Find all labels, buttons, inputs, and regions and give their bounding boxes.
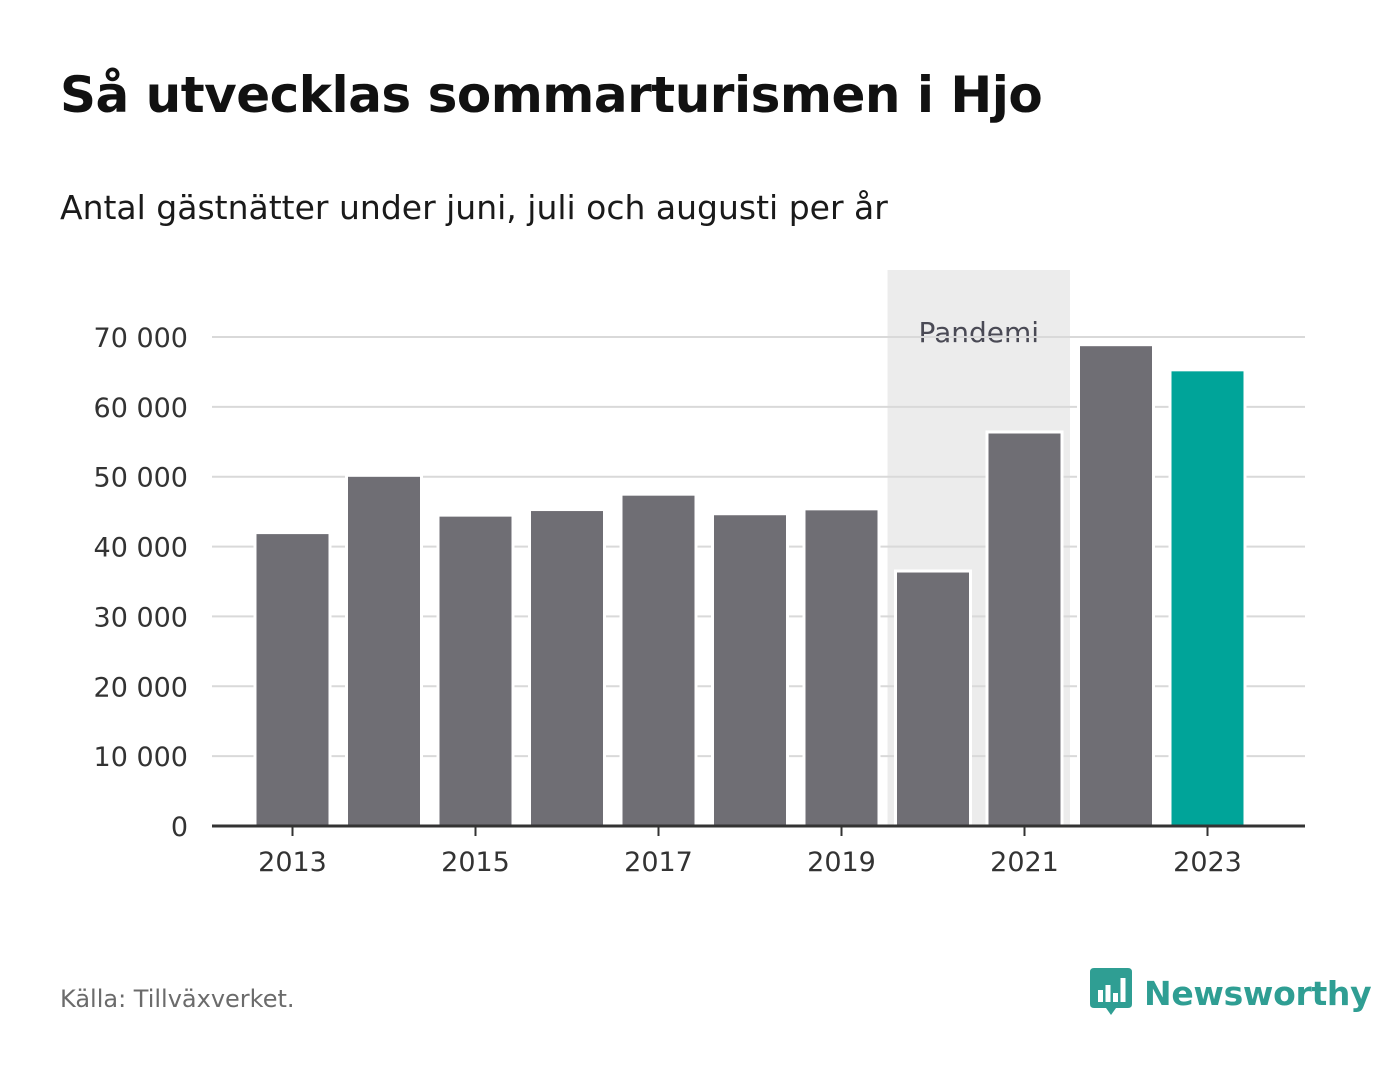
bar-2020 [894, 569, 972, 828]
y-tick-label: 60 000 [94, 393, 188, 424]
logo-text: Newsworthy [1144, 973, 1372, 1013]
bar-2016 [528, 508, 606, 828]
y-tick-label: 30 000 [94, 602, 188, 633]
bar-2022 [1077, 343, 1155, 828]
x-tick-label: 2019 [807, 847, 876, 878]
y-tick-label: 0 [171, 812, 188, 843]
x-tick-label: 2013 [258, 847, 327, 878]
bar-2018 [711, 512, 789, 828]
source-note: Källa: Tillväxverket. [60, 985, 295, 1013]
bar-2019 [802, 507, 881, 828]
x-tick-label: 2017 [624, 847, 693, 878]
bar-2013 [253, 531, 332, 828]
bar-2014 [345, 473, 423, 828]
annotation-label: Pandemi [918, 316, 1039, 349]
chart-subtitle: Antal gästnätter under juni, juli och au… [60, 188, 888, 227]
y-tick-label: 10 000 [94, 742, 188, 773]
bar-2015 [436, 513, 515, 828]
y-tick-label: 40 000 [94, 533, 188, 564]
bar-2017 [619, 492, 698, 828]
bar-chart-bubble-icon [1090, 968, 1132, 1015]
bar-2023 [1168, 368, 1247, 828]
chart-title: Så utvecklas sommarturismen i Hjo [60, 66, 1043, 124]
x-tick-label: 2021 [990, 847, 1059, 878]
newsworthy-logo: Newsworthy [1090, 968, 1372, 1018]
y-tick-label: 70 000 [94, 323, 188, 354]
bar-2021 [985, 430, 1064, 828]
bar-chart: Pandemi 0 10 000 20 000 30 000 40 000 50 000 60… [94, 270, 1305, 878]
x-tick-label: 2015 [441, 847, 510, 878]
y-tick-label: 20 000 [94, 672, 188, 703]
y-tick-label: 50 000 [94, 463, 188, 494]
x-tick-label: 2023 [1173, 847, 1242, 878]
